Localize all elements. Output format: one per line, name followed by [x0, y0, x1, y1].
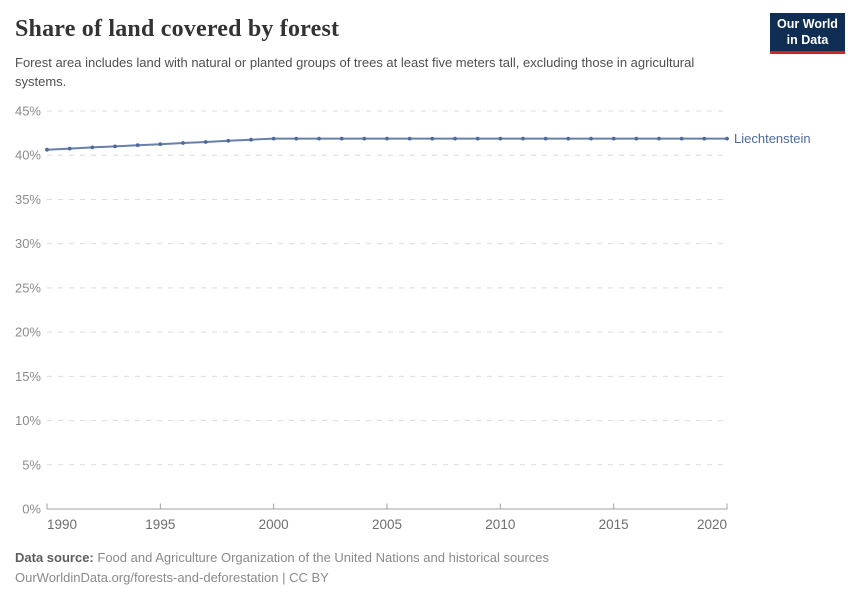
- data-point-2001: [294, 136, 299, 141]
- data-point-1997: [203, 140, 208, 144]
- y-tick-label-45: 45%: [15, 104, 41, 119]
- data-point-2014: [589, 136, 593, 141]
- owid-logo: Our World in Data: [770, 13, 845, 54]
- chart-title: Share of land covered by forest: [15, 16, 340, 42]
- data-source-line: Data source: Food and Agriculture Organi…: [15, 548, 549, 568]
- data-point-1992: [90, 145, 95, 150]
- data-point-2000: [271, 136, 276, 141]
- x-tick-label-2010: 2010: [485, 517, 515, 532]
- chart-footer: Data source: Food and Agriculture Organi…: [15, 548, 549, 587]
- data-point-1998: [226, 138, 231, 143]
- series-label-liechtenstein[interactable]: Liechtenstein: [734, 131, 811, 146]
- data-point-2007: [430, 136, 435, 141]
- y-tick-label-5: 5%: [22, 457, 41, 472]
- x-tick-label-1995: 1995: [145, 517, 175, 532]
- x-tick-label-1990: 1990: [47, 517, 77, 532]
- data-point-2017: [657, 136, 661, 141]
- y-tick-label-15: 15%: [15, 369, 41, 384]
- data-point-2003: [339, 136, 344, 141]
- x-tick-label-2000: 2000: [259, 517, 289, 532]
- y-tick-label-25: 25%: [15, 280, 41, 295]
- owid-logo-line1: Our World: [777, 17, 838, 31]
- owid-logo-line2: in Data: [786, 32, 829, 47]
- data-point-2015: [611, 136, 616, 141]
- data-point-1993: [113, 144, 117, 149]
- data-point-2020: [725, 136, 729, 141]
- data-point-2019: [702, 136, 707, 141]
- data-point-2012: [543, 136, 548, 141]
- footer-link-line: OurWorldinData.org/forests-and-deforesta…: [15, 569, 329, 585]
- plot-area[interactable]: 0% 5% 10% 15% 20% 25% 30% 35% 40% 45% 1990 1995 2000…: [15, 104, 811, 533]
- chart-subtitle: Forest area includes land with natural o…: [15, 55, 695, 89]
- data-point-2016: [634, 136, 639, 141]
- x-tick-label-2005: 2005: [372, 517, 402, 532]
- y-tick-label-40: 40%: [15, 148, 41, 163]
- data-point-2013: [566, 136, 571, 141]
- y-tick-label-0: 0%: [22, 502, 41, 517]
- data-point-2004: [362, 136, 367, 141]
- data-point-1999: [249, 137, 253, 142]
- data-point-2008: [453, 136, 457, 141]
- y-tick-label-20: 20%: [15, 325, 41, 340]
- data-point-2002: [317, 136, 321, 141]
- y-tick-label-30: 30%: [15, 236, 41, 251]
- data-point-2018: [679, 136, 684, 141]
- x-tick-label-2020: 2020: [697, 517, 727, 532]
- data-source-text: Food and Agriculture Organization of the…: [97, 550, 550, 565]
- x-tick-label-2015: 2015: [599, 517, 629, 532]
- data-source-label: Data source:: [15, 550, 94, 565]
- y-tick-label-10: 10%: [15, 413, 41, 428]
- data-point-1991: [67, 146, 72, 151]
- data-point-1990: [45, 147, 49, 152]
- data-point-2010: [498, 136, 503, 141]
- data-point-2005: [385, 136, 389, 141]
- data-point-1994: [135, 143, 140, 148]
- y-tick-label-35: 35%: [15, 192, 41, 207]
- data-point-2011: [521, 136, 525, 141]
- data-point-2009: [475, 136, 480, 141]
- data-point-1996: [181, 141, 185, 145]
- data-point-2006: [407, 136, 412, 141]
- data-point-1995: [158, 142, 163, 147]
